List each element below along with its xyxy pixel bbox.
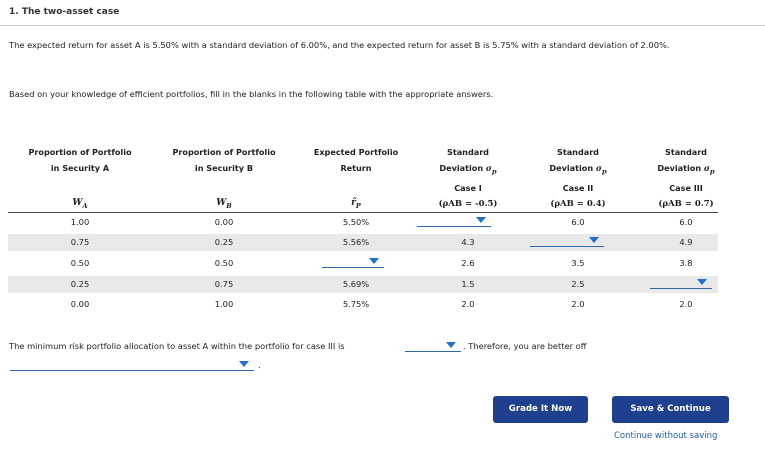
cell-sd-case1: 1.5 xyxy=(461,279,475,289)
rho-case3: (ρAB = 0.7) xyxy=(658,199,714,209)
cell-sd-case1: 2.6 xyxy=(461,258,475,268)
question-instruction: Based on your knowledge of efficient por… xyxy=(9,89,494,99)
chevron-down-icon xyxy=(239,361,249,367)
sentence-period: . xyxy=(258,360,261,370)
header-prop-b: Proportion of Portfolio in Security B xyxy=(156,144,292,176)
cell-sd-case1: 4.3 xyxy=(461,237,475,247)
header-prop-a: Proportion of Portfolio in Security A xyxy=(12,144,148,176)
header-sd2-line1: Standard xyxy=(557,147,599,157)
sd-case1-dropdown[interactable] xyxy=(417,214,491,227)
cell-wa: 0.75 xyxy=(70,237,90,247)
header-expected-return: Expected Portfolio Return xyxy=(296,144,416,176)
cell-wa: 0.00 xyxy=(70,299,90,309)
cell-return: 5.50% xyxy=(342,217,370,227)
cell-return: 5.56% xyxy=(342,237,370,247)
question-intro: The expected return for asset A is 5.50%… xyxy=(9,40,670,50)
cell-sd-case3: 4.9 xyxy=(679,237,693,247)
cell-return: 5.75% xyxy=(342,299,370,309)
symbol-wb: WB xyxy=(216,198,232,210)
symbol-wa: WA xyxy=(72,198,88,210)
chevron-down-icon xyxy=(476,217,486,223)
header-case3: Case III xyxy=(669,182,703,193)
cell-wb: 0.25 xyxy=(214,237,234,247)
expected-return-dropdown[interactable] xyxy=(322,255,384,268)
header-sd-case3: Standard Deviation σp Case III xyxy=(638,144,734,196)
cell-wb: 0.50 xyxy=(214,258,234,268)
header-sd-case1: Standard Deviation σp Case I xyxy=(420,144,516,196)
min-risk-dropdown[interactable] xyxy=(405,339,461,352)
grade-it-now-button[interactable]: Grade It Now xyxy=(493,396,588,423)
cell-return: 5.69% xyxy=(342,279,370,289)
cell-sd-case2: 3.5 xyxy=(571,258,585,268)
header-sd1-line2: Deviation σp xyxy=(439,163,497,176)
header-case2: Case II xyxy=(562,182,594,193)
cell-wb: 0.75 xyxy=(214,279,234,289)
header-prop-a-line2: in Security A xyxy=(50,163,110,173)
chevron-down-icon xyxy=(589,237,599,243)
header-underline xyxy=(8,212,718,213)
cell-wa: 1.00 xyxy=(70,217,90,227)
cell-wb: 1.00 xyxy=(214,299,234,309)
cell-sd-case3: 2.0 xyxy=(679,299,693,309)
cell-sd-case1: 2.0 xyxy=(461,299,475,309)
divider xyxy=(0,25,765,26)
cell-sd-case2: 2.5 xyxy=(571,279,585,289)
cell-wb: 0.00 xyxy=(214,217,234,227)
cell-sd-case2: 6.0 xyxy=(571,217,585,227)
header-sd3-line1: Standard xyxy=(665,147,707,157)
chevron-down-icon xyxy=(697,279,707,285)
continue-without-saving-link[interactable]: Continue without saving xyxy=(614,431,718,441)
header-prop-a-line1: Proportion of Portfolio xyxy=(28,147,132,157)
better-off-text: . Therefore, you are better off xyxy=(463,341,587,351)
rho-case2: (ρAB = 0.4) xyxy=(550,199,606,209)
sd-case2-dropdown[interactable] xyxy=(530,234,604,247)
table-row xyxy=(8,276,718,293)
chevron-down-icon xyxy=(446,342,456,348)
min-risk-sentence: The minimum risk portfolio allocation to… xyxy=(9,341,345,351)
save-continue-button[interactable]: Save & Continue xyxy=(612,396,729,423)
question-title: 1. The two-asset case xyxy=(9,7,120,17)
better-off-dropdown[interactable] xyxy=(10,358,254,371)
header-sd2-line2: Deviation σp xyxy=(549,163,607,176)
header-prop-b-line1: Proportion of Portfolio xyxy=(172,147,276,157)
rho-case1: (ρAB = -0.5) xyxy=(438,199,498,209)
cell-sd-case3: 6.0 xyxy=(679,217,693,227)
cell-sd-case2: 2.0 xyxy=(571,299,585,309)
cell-wa: 0.50 xyxy=(70,258,90,268)
header-case1: Case I xyxy=(454,182,482,193)
sd-case3-dropdown[interactable] xyxy=(650,276,712,289)
cell-wa: 0.25 xyxy=(70,279,90,289)
cell-sd-case3: 3.8 xyxy=(679,258,693,268)
header-sd-case2: Standard Deviation σp Case II xyxy=(530,144,626,196)
header-expret-line2: Return xyxy=(340,163,372,173)
header-sd3-line2: Deviation σp xyxy=(657,163,715,176)
symbol-rp: r̂P xyxy=(351,198,361,210)
header-expret-line1: Expected Portfolio xyxy=(313,147,399,157)
chevron-down-icon xyxy=(369,258,379,264)
header-prop-b-line2: in Security B xyxy=(194,163,254,173)
header-sd1-line1: Standard xyxy=(447,147,489,157)
